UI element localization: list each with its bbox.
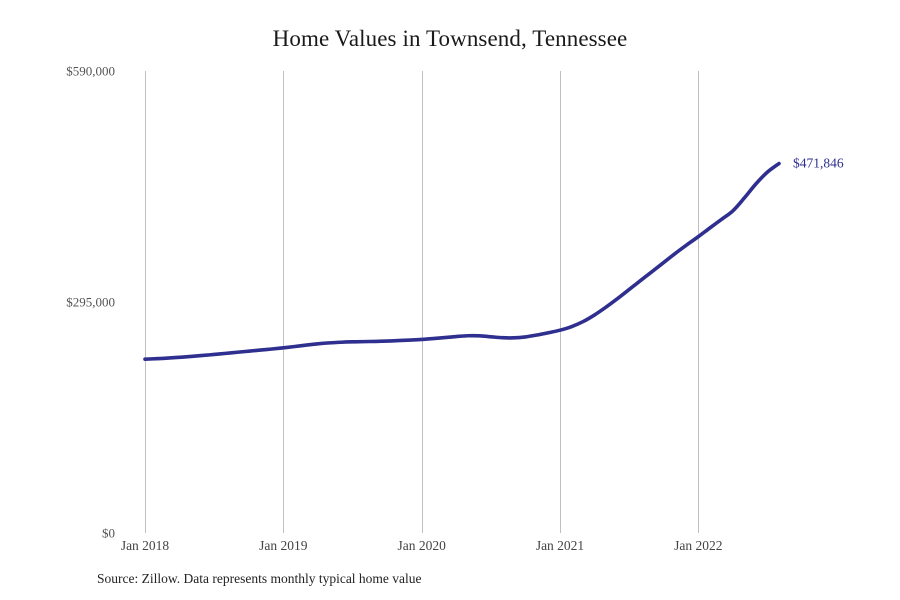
endpoint-value-label: $471,846: [793, 156, 844, 171]
x-axis-tick-label: Jan 2020: [397, 538, 446, 553]
x-axis-labels-group: Jan 2018 Jan 2019 Jan 2020 Jan 2021 Jan 2022: [121, 538, 723, 553]
source-note: Source: Zillow. Data represents monthly …: [97, 571, 422, 586]
chart-title: Home Values in Townsend, Tennessee: [272, 26, 628, 51]
home-value-line: [143, 161, 781, 361]
y-axis-tick-label: $590,000: [66, 64, 115, 79]
x-axis-tick-label: Jan 2018: [121, 538, 170, 553]
gridlines-group: [145, 71, 699, 533]
x-axis-tick-label: Jan 2021: [536, 538, 584, 553]
y-axis-tick-label: $295,000: [66, 295, 115, 310]
y-axis-labels-group: $590,000 $295,000 $0: [66, 64, 115, 541]
data-series-group: [143, 161, 781, 361]
y-axis-tick-label: $0: [102, 526, 115, 541]
x-axis-tick-label: Jan 2022: [674, 538, 722, 553]
x-axis-tick-label: Jan 2019: [259, 538, 308, 553]
